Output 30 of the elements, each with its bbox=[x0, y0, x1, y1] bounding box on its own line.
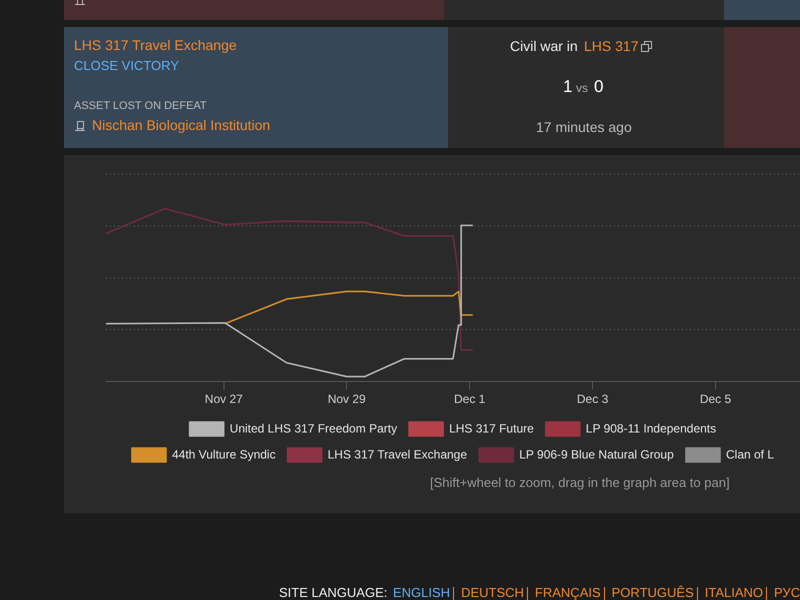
text: vs bbox=[576, 81, 588, 95]
x-tick-label: Dec 5 bbox=[700, 392, 732, 406]
text: CLOSE VICTORY bbox=[74, 58, 179, 73]
text: SITE LANGUAGE: bbox=[279, 585, 388, 600]
legend-label: United LHS 317 Freedom Party bbox=[230, 421, 398, 436]
text: 0 bbox=[594, 77, 604, 97]
text: LHS 317 Travel Exchange bbox=[74, 37, 237, 53]
legend-label: Clan of L bbox=[726, 447, 774, 462]
text: LHS 317 bbox=[584, 38, 638, 54]
text: FRANÇAIS bbox=[534, 585, 601, 600]
text: Nischan Biological Institution bbox=[92, 117, 270, 133]
legend-label: LP 906-9 Blue Natural Group bbox=[519, 447, 674, 462]
text: PORTUGUÊS bbox=[612, 585, 694, 600]
legend-label: LHS 317 Future bbox=[449, 421, 534, 436]
x-tick-label: Nov 27 bbox=[204, 392, 244, 406]
text: 17 minutes ago bbox=[536, 119, 632, 135]
x-tick-label: Nov 29 bbox=[328, 392, 366, 406]
text: 1 bbox=[563, 77, 572, 97]
text: Civil war in bbox=[510, 38, 578, 54]
legend-label: LHS 317 Travel Exchange bbox=[328, 447, 468, 462]
text: ENGLISH bbox=[393, 585, 450, 600]
text: ITALIANO bbox=[704, 585, 764, 600]
x-tick-label: Dec 3 bbox=[576, 392, 609, 406]
legend-label: LP 908-11 Independents bbox=[586, 421, 716, 436]
legend-label: 44th Vulture Syndic bbox=[172, 447, 276, 462]
text: ASSET LOST ON DEFEAT bbox=[74, 100, 207, 112]
text: DEUTSCH bbox=[461, 585, 524, 600]
text: РУС bbox=[774, 585, 800, 600]
text: [Shift+wheel to zoom, drag in the graph area to pan] bbox=[430, 475, 730, 490]
x-tick-label: Dec 1 bbox=[454, 392, 486, 406]
